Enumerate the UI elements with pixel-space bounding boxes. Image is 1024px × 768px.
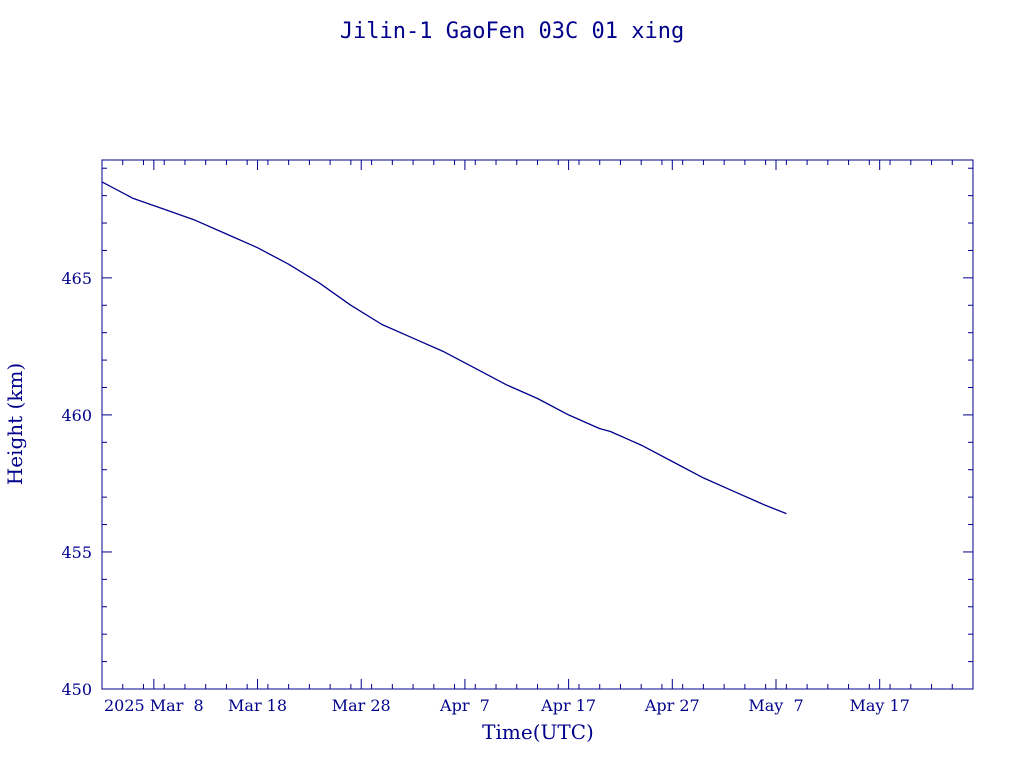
plot-frame [101,159,974,690]
x-tick-label: 2025 Mar 8 [104,696,204,715]
height-series-line [101,181,787,515]
y-tick-label: 460 [61,406,92,425]
x-tick-label: Mar 28 [332,696,391,715]
y-tick-label: 450 [61,680,92,699]
x-axis-label: Time(UTC) [482,720,594,744]
y-tick-label: 465 [61,269,92,288]
x-tick-label: Apr 27 [644,696,700,715]
x-tick-label: Apr 17 [540,696,596,715]
series-group [101,181,787,515]
x-tick-label: Apr 7 [439,696,490,715]
x-tick-label: Mar 18 [228,696,287,715]
y-axis-label: Height (km) [3,363,27,485]
y-axis: 450 455 460 465 [61,167,973,699]
y-tick-label: 455 [61,543,92,562]
x-tick-label: May 17 [849,696,909,715]
x-tick-label: May 7 [748,696,803,715]
x-axis: 2025 Mar 8 Mar 18 Mar 28 Apr 7 Apr 17 Apr 27 M… [104,160,953,715]
chart-title: Jilin-1 GaoFen 03C 01 xing [340,19,684,44]
